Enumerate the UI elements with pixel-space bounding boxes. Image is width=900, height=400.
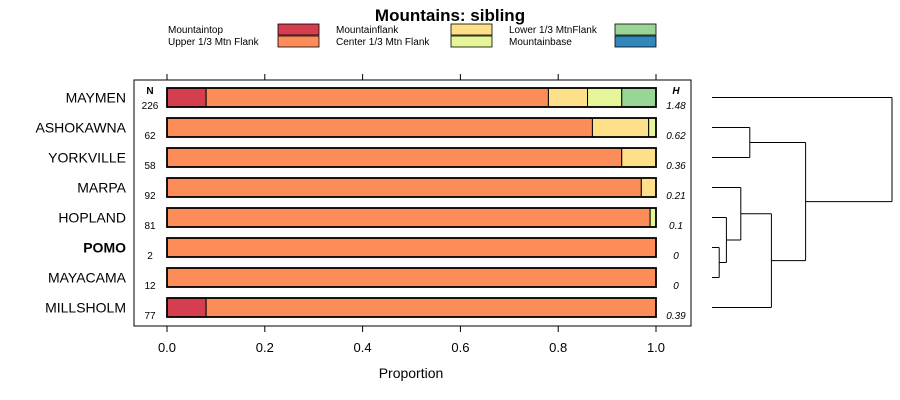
chart-title: Mountains: sibling [375, 6, 525, 25]
bar-outline-maymen [166, 87, 657, 108]
row-label-hopland: HOPLAND [58, 210, 126, 226]
bar-segment-yorkville-mountainflank [621, 147, 657, 168]
bar-segment-mayacama-upper-1-3-mtn-flank [166, 267, 657, 288]
n-column-header: N [146, 86, 153, 97]
legend-label-upper-1-3-mtn-flank: Upper 1/3 Mtn Flank [168, 37, 260, 48]
h-value-yorkville: 0.36 [666, 161, 686, 172]
dendrogram-merge-0 [712, 247, 720, 278]
h-value-millsholm: 0.39 [666, 311, 686, 322]
bar-segment-maymen-mountainflank [547, 87, 589, 108]
x-axis: 0.0 0.2 0.4 0.6 0.8 1.0 [158, 74, 665, 355]
bar-segment-maymen-upper-1-3-mtn-flank [205, 87, 549, 108]
legend-swatch-mountainbase [614, 35, 657, 48]
bar-outline-mayacama [166, 267, 657, 288]
h-value-mayacama: 0 [673, 281, 679, 292]
dendrogram-merge-4 [712, 213, 772, 308]
bar-row-hopland [166, 207, 657, 228]
legend-swatch-upper-1-3-mtn-flank [277, 35, 320, 48]
n-value-mayacama: 12 [144, 281, 156, 292]
bar-outline-hopland [166, 207, 657, 228]
bar-row-marpa [166, 177, 657, 198]
x-tick-label-2: 0.4 [354, 340, 372, 355]
row-label-maymen: MAYMEN [66, 90, 126, 106]
bar-segment-ashokawna-mountainflank [591, 117, 650, 138]
h-value-hopland: 0.1 [669, 221, 683, 232]
n-value-maymen: 226 [142, 101, 159, 112]
bar-segment-maymen-lower-1-3-mtnflank [621, 87, 657, 108]
legend-swatch-lower-1-3-mtnflank [614, 23, 657, 36]
bar-outline-ashokawna [166, 117, 657, 138]
h-labels: 1.48 0.62 0.36 0.21 0.1 0 0 0.39 [666, 101, 686, 322]
bar-row-maymen [166, 87, 657, 108]
bar-segment-hopland-upper-1-3-mtn-flank [166, 207, 651, 228]
x-tick-label-0: 0.0 [158, 340, 176, 355]
row-label-ashokawna: ASHOKAWNA [36, 120, 127, 136]
bar-outline-marpa [166, 177, 657, 198]
bar-outline-millsholm [166, 297, 657, 318]
bar-outline-yorkville [166, 147, 657, 168]
legend-swatch-mountainflank [450, 23, 493, 36]
n-value-pomo: 2 [147, 251, 153, 262]
legend-label-lower-1-3-mtnflank: Lower 1/3 MtnFlank [509, 25, 598, 36]
n-value-hopland: 81 [144, 221, 156, 232]
legend-label-mountainflank: Mountainflank [336, 25, 399, 36]
h-value-marpa: 0.21 [666, 191, 685, 202]
bar-segment-maymen-center-1-3-mtn-flank [587, 87, 623, 108]
h-column-header: H [672, 86, 680, 97]
n-value-yorkville: 58 [144, 161, 156, 172]
bar-row-pomo [166, 237, 657, 258]
legend-swatch-center-1-3-mtn-flank [450, 35, 493, 48]
x-tick-label-1: 0.2 [256, 340, 274, 355]
n-labels: 226 62 58 92 81 2 12 77 [142, 101, 159, 322]
h-value-pomo: 0 [673, 251, 679, 262]
row-labels: MAYMEN ASHOKAWNA YORKVILLE MARPA HOPLAND POMO… [36, 90, 127, 316]
bar-row-ashokawna [166, 117, 657, 138]
h-value-ashokawna: 0.62 [666, 131, 686, 142]
legend-label-mountainbase: Mountainbase [509, 37, 572, 48]
bar-segment-yorkville-upper-1-3-mtn-flank [166, 147, 623, 168]
x-axis-title: Proportion [379, 365, 444, 381]
bar-outline-pomo [166, 237, 657, 258]
bar-segment-millsholm-upper-1-3-mtn-flank [205, 297, 657, 318]
row-label-mayacama: MAYACAMA [48, 270, 127, 286]
bars [166, 87, 657, 318]
legend-swatch-mountaintop [277, 23, 320, 36]
row-label-pomo: POMO [83, 240, 126, 256]
row-label-yorkville: YORKVILLE [48, 150, 126, 166]
bar-segment-ashokawna-center-1-3-mtn-flank [648, 117, 657, 138]
dendrogram-merge-5 [749, 142, 807, 262]
x-tick-label-3: 0.6 [451, 340, 469, 355]
dendrogram-merge-6 [712, 97, 893, 203]
bar-segment-maymen-mountaintop [166, 87, 207, 108]
bar-segment-ashokawna-upper-1-3-mtn-flank [166, 117, 593, 138]
n-value-ashokawna: 62 [144, 131, 156, 142]
row-label-millsholm: MILLSHOLM [45, 300, 126, 316]
x-tick-label-4: 0.8 [549, 340, 567, 355]
h-value-maymen: 1.48 [666, 101, 686, 112]
plot-frame [133, 79, 692, 327]
bar-segment-marpa-mountainflank [640, 177, 657, 198]
bar-row-mayacama [166, 267, 657, 288]
bar-segment-pomo-upper-1-3-mtn-flank [166, 237, 657, 258]
bar-row-millsholm [166, 297, 657, 318]
bar-segment-marpa-upper-1-3-mtn-flank [166, 177, 642, 198]
legend-label-center-1-3-mtn-flank: Center 1/3 Mtn Flank [336, 37, 430, 48]
bar-segment-millsholm-mountaintop [166, 297, 207, 318]
x-tick-label-5: 1.0 [647, 340, 665, 355]
dendrogram [712, 97, 893, 308]
n-value-millsholm: 77 [144, 311, 156, 322]
row-label-marpa: MARPA [77, 180, 126, 196]
n-value-marpa: 92 [144, 191, 156, 202]
dendrogram-merge-3 [712, 127, 751, 158]
bar-row-yorkville [166, 147, 657, 168]
legend-label-mountaintop: Mountaintop [168, 25, 223, 36]
